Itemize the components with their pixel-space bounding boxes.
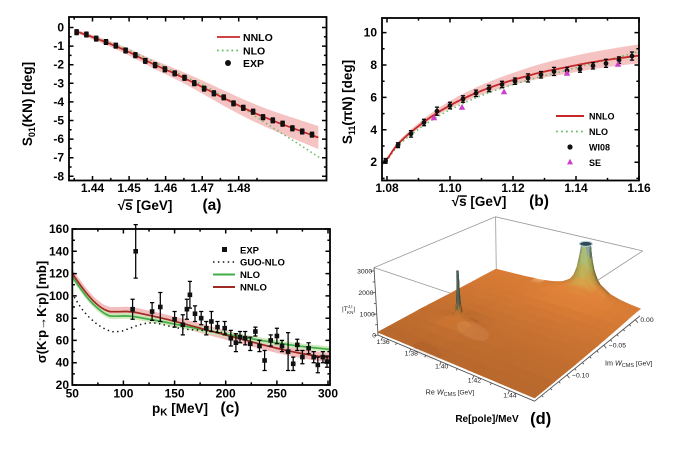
svg-text:1.38: 1.38 [405, 351, 418, 358]
svg-text:-1: -1 [53, 39, 64, 53]
svg-text:1.48: 1.48 [227, 181, 251, 195]
svg-text:SE: SE [589, 158, 601, 168]
svg-text:1.36: 1.36 [376, 339, 389, 346]
svg-text:1.16: 1.16 [627, 181, 651, 195]
svg-text:-8: -8 [53, 169, 64, 183]
svg-text:1.44: 1.44 [81, 181, 105, 195]
svg-text:|TJ,IKN|: |TJ,I KN| [342, 304, 355, 315]
svg-text:120: 120 [49, 267, 69, 281]
svg-text:100: 100 [113, 387, 133, 401]
svg-text:(d): (d) [530, 410, 551, 428]
svg-text:160: 160 [49, 222, 69, 236]
svg-text:300: 300 [318, 387, 338, 401]
svg-text:-2: -2 [53, 58, 64, 72]
svg-text:−0.10: −0.10 [572, 373, 589, 380]
svg-text:(c): (c) [221, 400, 240, 417]
svg-text:100: 100 [49, 289, 69, 303]
svg-text:σ(K-p→K-p) [mb]: σ(K-p→K-p) [mb] [34, 261, 49, 363]
svg-text:2000: 2000 [358, 290, 373, 297]
svg-text:NLO: NLO [589, 127, 608, 137]
svg-text:-7: -7 [53, 151, 64, 165]
svg-text:S01(KN) [deg]: S01(KN) [deg] [20, 62, 37, 146]
svg-text:1.12: 1.12 [501, 181, 525, 195]
svg-text:EXP: EXP [243, 58, 264, 70]
svg-text:150: 150 [165, 387, 185, 401]
svg-text:-5: -5 [53, 114, 64, 128]
svg-text:6: 6 [370, 90, 377, 104]
svg-text:1.14: 1.14 [564, 181, 588, 195]
svg-text:(a): (a) [203, 197, 222, 214]
svg-text:(b): (b) [529, 193, 549, 210]
svg-text:20: 20 [56, 378, 70, 392]
svg-text:80: 80 [56, 311, 70, 325]
svg-text:1000: 1000 [360, 312, 375, 319]
svg-text:60: 60 [56, 333, 70, 347]
svg-text:50: 50 [66, 387, 80, 401]
svg-text:1.44: 1.44 [503, 392, 516, 399]
svg-text:WI08: WI08 [589, 143, 610, 153]
svg-text:-4: -4 [53, 95, 64, 109]
svg-text:S11(πN) [deg]: S11(πN) [deg] [340, 60, 357, 144]
svg-text:140: 140 [49, 244, 69, 258]
svg-text:1.47: 1.47 [191, 181, 215, 195]
svg-text:0.00: 0.00 [640, 317, 653, 324]
svg-text:1.42: 1.42 [468, 377, 481, 384]
svg-text:8: 8 [370, 58, 377, 72]
svg-text:√s [GeV]: √s [GeV] [118, 198, 173, 213]
svg-text:NNLO: NNLO [589, 112, 615, 122]
svg-text:−0.05: −0.05 [609, 343, 626, 350]
svg-text:1.46: 1.46 [154, 181, 178, 195]
svg-text:Re[pole]/MeV: Re[pole]/MeV [455, 414, 519, 425]
svg-text:-3: -3 [53, 76, 64, 90]
svg-text:1.45: 1.45 [117, 181, 141, 195]
svg-text:1.10: 1.10 [438, 181, 462, 195]
svg-text:3000: 3000 [357, 268, 372, 275]
svg-text:4: 4 [370, 123, 377, 137]
svg-text:-6: -6 [53, 132, 64, 146]
svg-text:√s [GeV]: √s [GeV] [452, 194, 507, 209]
svg-text:NNLO: NNLO [243, 32, 273, 44]
svg-text:250: 250 [267, 387, 287, 401]
svg-text:NLO: NLO [243, 46, 265, 58]
svg-text:NLO: NLO [240, 270, 260, 281]
svg-text:0: 0 [372, 333, 376, 340]
svg-text:1.40: 1.40 [435, 364, 448, 371]
svg-text:10: 10 [364, 26, 378, 40]
svg-text:1.08: 1.08 [375, 181, 399, 195]
svg-text:EXP: EXP [240, 246, 260, 257]
svg-text:Re WCMS [GeV]: Re WCMS [GeV] [426, 388, 475, 399]
svg-text:2: 2 [370, 155, 377, 169]
svg-text:GUO-NLO: GUO-NLO [240, 258, 285, 269]
svg-text:Im WCMS [GeV]: Im WCMS [GeV] [605, 359, 653, 370]
svg-text:200: 200 [216, 387, 236, 401]
svg-text:NNLO: NNLO [240, 283, 267, 294]
svg-text:40: 40 [56, 356, 70, 370]
svg-text:0: 0 [57, 21, 64, 35]
